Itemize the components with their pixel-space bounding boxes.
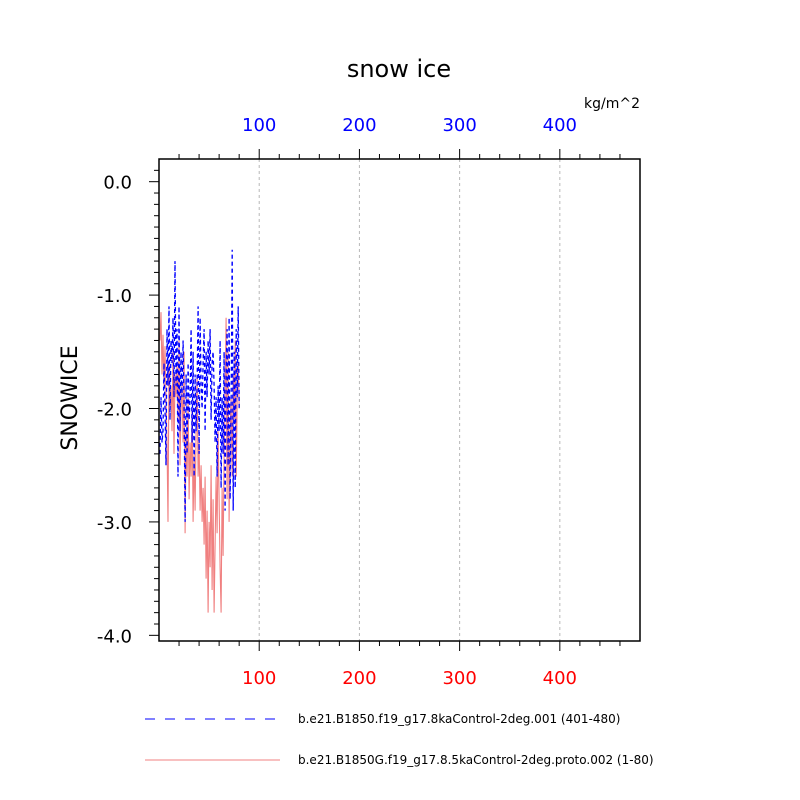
y-tick-label: -4.0 [97,626,132,647]
legend: b.e21.B1850.f19_g17.8kaControl-2deg.001 … [145,712,654,767]
chart-title: snow ice [347,55,451,83]
top-x-tick-label: 300 [442,115,476,136]
axis-ticks [149,149,621,651]
legend-label-1: b.e21.B1850G.f19_g17.8.5kaControl-2deg.p… [298,753,654,767]
grid [258,159,561,641]
plot-lines [159,249,240,613]
y-axis-label: SNOWICE [58,345,83,450]
y-tick-label: 0.0 [103,173,132,194]
tick-labels: 100 200 300 400 100 200 300 400 0.0 -1.0 -2.0 -3.0 -… [97,115,577,689]
series-line-1 [159,312,240,613]
y-tick-label: -2.0 [97,400,132,421]
top-x-tick-label: 100 [242,115,276,136]
bottom-x-tick-label: 400 [543,668,577,689]
series-line-0 [159,249,240,522]
units-label: kg/m^2 [584,96,640,112]
bottom-x-tick-label: 300 [442,668,476,689]
legend-label-0: b.e21.B1850.f19_g17.8kaControl-2deg.001 … [298,712,620,726]
bottom-x-tick-label: 200 [342,668,376,689]
top-x-tick-label: 400 [543,115,577,136]
bottom-x-tick-label: 100 [242,668,276,689]
top-x-tick-label: 200 [342,115,376,136]
y-tick-label: -1.0 [97,286,132,307]
y-tick-label: -3.0 [97,513,132,534]
